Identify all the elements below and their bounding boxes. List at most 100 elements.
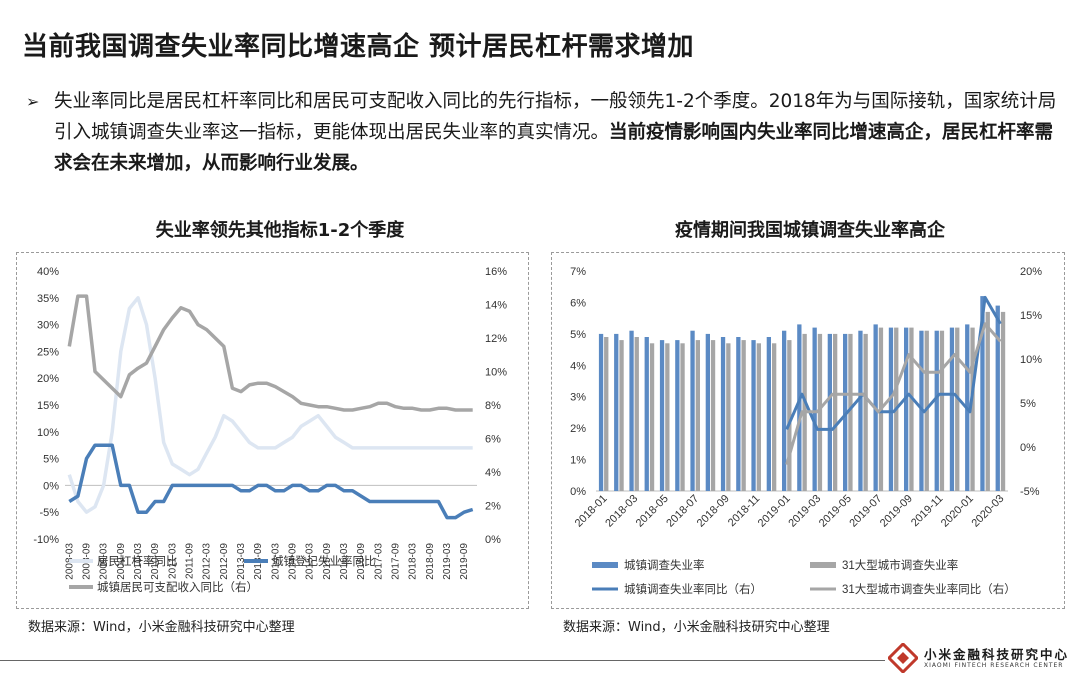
chart2-bar-1 xyxy=(675,340,680,491)
chart1-x-tick-label: 2009-09 xyxy=(116,543,127,580)
chart2-right-tick-label: 0% xyxy=(1020,442,1036,454)
chart1-right-tick-label: 10% xyxy=(485,367,507,379)
chart2-x-tick-label: 2018-03 xyxy=(603,493,640,530)
chart1-left-tick-label: 35% xyxy=(37,293,59,305)
chart1-x-tick-label: 2009-03 xyxy=(99,543,110,580)
chart2-left-tick-label: 6% xyxy=(570,297,586,309)
chart2-x-tick-label: 2018-07 xyxy=(664,493,701,530)
chart1-x-tick-label: 2016-09 xyxy=(356,543,367,580)
chart2-bar-2 xyxy=(863,333,868,491)
chart1-x-tick-label: 2013-03 xyxy=(236,543,247,580)
chart2-bar-1 xyxy=(659,340,665,491)
chart1-right-tick-label: 8% xyxy=(485,400,501,412)
chart1-right-tick-label: 2% xyxy=(485,501,501,513)
source-note-left: 数据来源：Wind，小米金融科技研究中心整理 xyxy=(28,620,295,635)
chart1-x-tick-label: 2011-03 xyxy=(167,543,178,579)
bullet-normal-text: 失业率同比是居民杠杆率同比和居民可支配收入同比的先行指标，一般领先1-2个季度。… xyxy=(54,91,1057,143)
chart2-bar-1 xyxy=(858,330,863,491)
chart2-right-tick-label: 10% xyxy=(1020,354,1042,366)
chart2-bar-2 xyxy=(726,343,731,491)
chart1-x-tick-label: 2014-09 xyxy=(287,543,298,580)
chart1-left-tick-label: -5% xyxy=(39,507,59,519)
chart1-series-line-2 xyxy=(68,443,474,520)
chart1-title: 失业率领先其他指标1-2个季度 xyxy=(155,220,405,241)
chart2-x-tick-label: 2018-01 xyxy=(573,493,610,530)
chart2-x-tick-label: 2019-09 xyxy=(878,493,915,530)
chart1-x-tick-label: 2017-09 xyxy=(390,543,401,580)
chart1-x-tick-label: 2016-03 xyxy=(339,543,350,580)
bullet-arrow-icon: ➢ xyxy=(26,92,40,111)
chart2-x-tick-label: 2020-01 xyxy=(939,493,976,530)
chart2-bar-1 xyxy=(797,324,802,491)
chart2-x-tick-label: 2019-03 xyxy=(786,493,823,530)
chart2-x-tick-label: 2019-05 xyxy=(817,493,854,530)
page-title: 当前我国调查失业率同比增速高企 预计居民杠杆需求增加 xyxy=(22,32,695,62)
chart1-right-tick-label: 4% xyxy=(485,467,501,479)
chart2-bar-1 xyxy=(812,327,817,491)
chart2-bar-1 xyxy=(827,333,832,491)
logo-mark-icon xyxy=(888,643,918,673)
chart1-legend-label: 居民杠杆率同比 xyxy=(97,554,178,568)
chart2-bar-1 xyxy=(614,333,619,491)
chart2-left-tick-label: 0% xyxy=(570,486,586,498)
chart2-bar-2 xyxy=(787,340,792,491)
chart2-bar-2 xyxy=(848,333,853,491)
logo-en-text: XIAOMI FINTECH RESEARCH CENTER xyxy=(924,662,1064,669)
chart2-bar-2 xyxy=(939,330,945,491)
chart1-right-tick-label: 12% xyxy=(485,333,507,345)
chart2-bar-2 xyxy=(756,343,761,491)
chart1-legend-label: 城镇居民可支配收入同比（右） xyxy=(97,580,258,594)
chart2-left-tick-label: 1% xyxy=(570,455,586,467)
chart2-bar-1 xyxy=(888,327,894,491)
chart2-bar-2 xyxy=(634,337,639,491)
chart1-left-tick-label: 20% xyxy=(37,373,59,385)
chart1-series-line-1 xyxy=(67,296,473,514)
chart1-x-tick-label: 2010-09 xyxy=(150,543,161,580)
chart1-x-tick-label: 2019-03 xyxy=(442,543,453,580)
chart2-right-tick-label: 15% xyxy=(1020,310,1042,322)
chart2-bar-1 xyxy=(751,340,756,491)
chart2-bar-2 xyxy=(695,340,700,491)
chart2-left-tick-label: 5% xyxy=(570,329,586,341)
chart2-x-tick-label: 2019-07 xyxy=(847,493,884,530)
chart2-bar-2 xyxy=(985,311,990,491)
chart2-series-line-4 xyxy=(785,322,1002,466)
chart1-left-tick-label: 0% xyxy=(43,480,59,492)
chart2-bar-1 xyxy=(598,333,604,491)
chart2-bar-1 xyxy=(629,330,634,491)
chart2-right-tick-label: 20% xyxy=(1020,266,1042,278)
chart2-bar-1 xyxy=(949,327,955,491)
chart2-bar-1 xyxy=(995,305,1000,491)
chart1-right-tick-label: 14% xyxy=(485,300,507,312)
chart1-legend-label: 城镇登记失业率同比 xyxy=(272,554,376,568)
chart1-panel: 40% 35% 30% 25% 20% 15% 10% 5% 0% -5% -10% 16% 14% 12… xyxy=(16,252,529,609)
chart2-bar-2 xyxy=(955,327,960,491)
chart1-x-tick-label: 2012-03 xyxy=(202,543,213,580)
chart2-bar-1 xyxy=(690,330,695,491)
chart1-x-tick-label: 2010-03 xyxy=(133,543,144,580)
chart1-x-tick-label: 2014-03 xyxy=(270,543,281,580)
chart1-series-line-3 xyxy=(67,294,473,412)
chart1-x-tick-label: 2015-03 xyxy=(305,543,316,580)
chart2-left-tick-label: 3% xyxy=(570,392,586,404)
chart1-right-tick-label: 6% xyxy=(485,434,501,446)
footer-divider xyxy=(0,660,885,661)
chart2-bar-2 xyxy=(710,340,716,491)
chart2-left-tick-label: 2% xyxy=(570,423,586,435)
chart2-bar-1 xyxy=(934,330,939,491)
chart2-bar-1 xyxy=(766,337,771,491)
chart2-left-tick-label: 4% xyxy=(570,360,586,372)
chart2-bar-2 xyxy=(909,327,914,491)
chart2-x-tick-label: 2020-03 xyxy=(969,493,1006,530)
chart2-bar-1 xyxy=(843,333,848,491)
chart2-bar-1 xyxy=(904,327,909,491)
chart2-bar-1 xyxy=(980,296,985,491)
chart1-right-tick-label: 16% xyxy=(485,266,507,278)
chart1-x-tick-label: 2015-09 xyxy=(322,543,333,580)
chart1-left-tick-label: 10% xyxy=(37,427,59,439)
chart2-bar-1 xyxy=(705,333,710,491)
chart2-x-tick-label: 2018-09 xyxy=(695,493,732,530)
chart2-bar-1 xyxy=(782,330,787,491)
chart1-right-tick-label: 0% xyxy=(485,534,501,546)
chart2-bar-2 xyxy=(619,340,624,491)
